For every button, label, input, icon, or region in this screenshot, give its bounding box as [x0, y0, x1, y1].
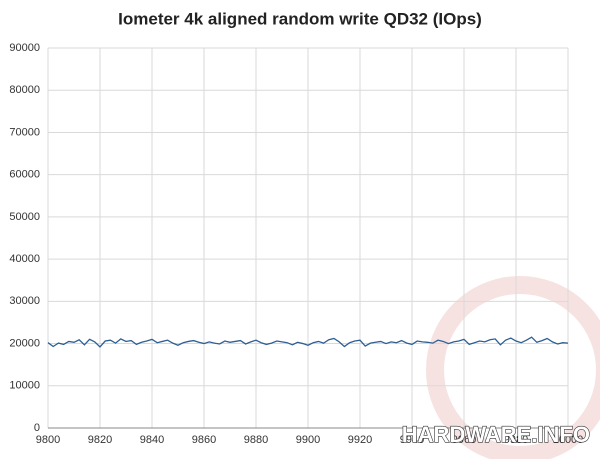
x-tick-label: 10000: [553, 434, 584, 446]
y-tick-label: 60000: [9, 169, 40, 181]
y-tick-label: 40000: [9, 253, 40, 265]
x-tick-label: 9880: [244, 434, 268, 446]
y-tick-label: 70000: [9, 126, 40, 138]
x-tick-label: 9840: [140, 434, 164, 446]
x-tick-label: 9820: [88, 434, 112, 446]
x-tick-label: 9860: [192, 434, 216, 446]
x-tick-label: 9920: [348, 434, 372, 446]
y-tick-label: 10000: [9, 380, 40, 392]
y-tick-label: 30000: [9, 295, 40, 307]
data-line: [47, 336, 569, 348]
y-tick-label: 20000: [9, 337, 40, 349]
y-tick-label: 50000: [9, 211, 40, 223]
y-tick-label: 0: [34, 422, 40, 434]
chart-title: Iometer 4k aligned random write QD32 (IO…: [118, 9, 482, 28]
y-tick-label: 90000: [9, 42, 40, 54]
x-tick-label: 9900: [296, 434, 320, 446]
x-tick-label: 9960: [452, 434, 476, 446]
x-tick-label: 9940: [400, 434, 424, 446]
watermark-logo: [426, 276, 600, 459]
watermark: HARDWARE.INFO: [402, 422, 590, 447]
y-tick-label: 80000: [9, 84, 40, 96]
x-tick-label: 9800: [36, 434, 60, 446]
x-tick-label: 9980: [504, 434, 528, 446]
